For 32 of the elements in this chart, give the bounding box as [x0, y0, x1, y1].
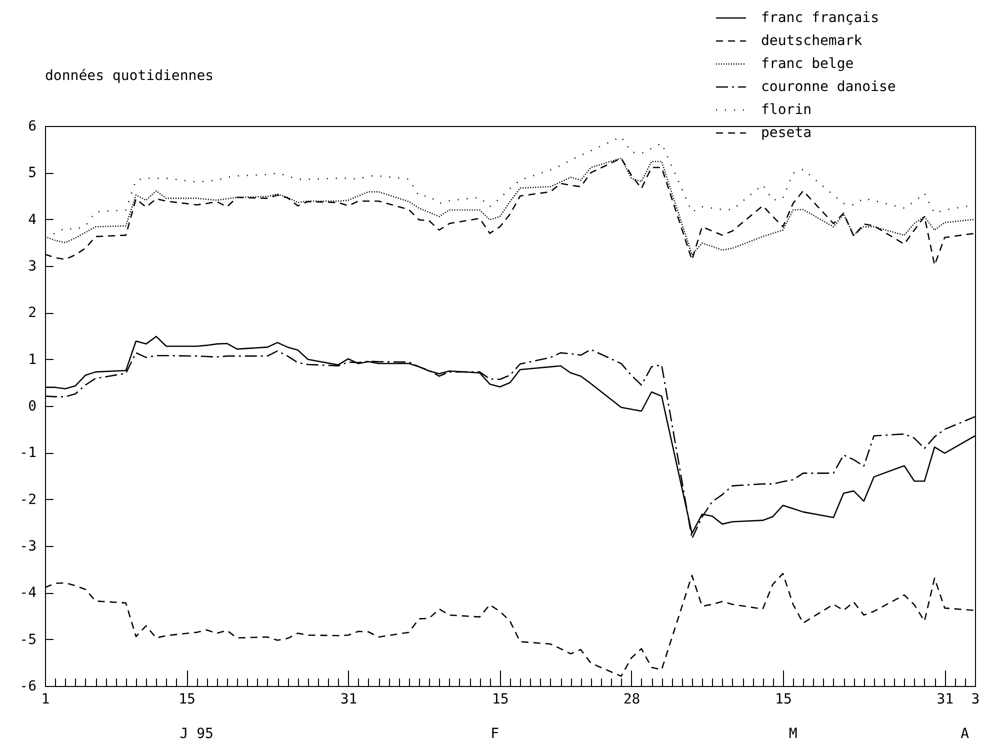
- y-tick-label: -1: [20, 445, 36, 462]
- x-tick-label: 15: [178, 692, 196, 708]
- legend-label: franc français: [761, 10, 880, 26]
- y-tick-label: -4: [20, 585, 36, 602]
- y-tick-label: -3: [20, 538, 36, 554]
- y-tick-label: 1: [28, 352, 36, 368]
- text: M: [788, 726, 798, 742]
- y-tick-label: -5: [20, 632, 36, 648]
- chart-title: données quotidiennes: [45, 68, 214, 84]
- x-tick-label: 3: [971, 692, 980, 708]
- y-tick-label: 2: [28, 305, 36, 322]
- legend-label: franc belge: [761, 56, 854, 72]
- y-tick-label: -2: [20, 492, 36, 508]
- x-tick-label: 28: [623, 692, 640, 708]
- y-tick-label: 6: [28, 118, 36, 134]
- y-tick-label: 3: [28, 258, 36, 274]
- legend-label: deutschemark: [761, 33, 863, 49]
- text: J 95: [180, 726, 214, 742]
- legend-label: florin: [761, 102, 812, 118]
- x-tick-label: 15: [492, 692, 509, 708]
- y-tick-label: 5: [28, 165, 36, 182]
- x-tick-label: 1: [41, 692, 50, 708]
- x-tick-label: 31: [936, 692, 954, 708]
- legend-label: couronne danoise: [761, 79, 896, 95]
- x-tick-label: 31: [340, 692, 358, 708]
- y-tick-label: 0: [28, 398, 36, 414]
- text: A: [960, 726, 970, 742]
- y-tick-label: -6: [20, 678, 36, 694]
- text: F: [490, 726, 500, 742]
- legend-label: peseta: [761, 125, 812, 141]
- x-tick-label: 15: [775, 692, 792, 708]
- y-tick-label: 4: [28, 212, 36, 228]
